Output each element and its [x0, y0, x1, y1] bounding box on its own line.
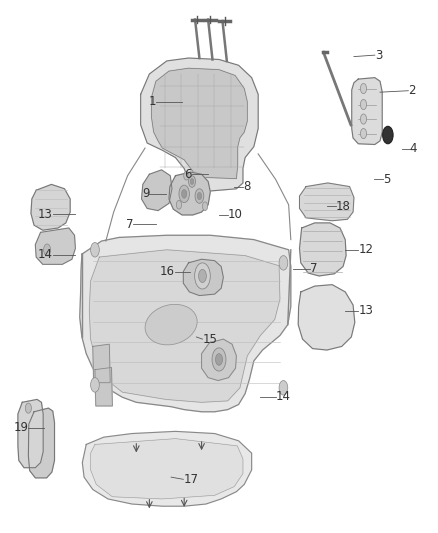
Polygon shape — [28, 408, 54, 478]
Text: 8: 8 — [244, 180, 251, 193]
Polygon shape — [298, 285, 355, 350]
Text: 14: 14 — [276, 390, 290, 403]
Polygon shape — [31, 184, 70, 230]
Circle shape — [194, 263, 210, 289]
Polygon shape — [169, 172, 210, 215]
Circle shape — [195, 189, 204, 203]
Circle shape — [91, 243, 99, 257]
Polygon shape — [82, 431, 252, 506]
Circle shape — [279, 381, 288, 395]
Polygon shape — [184, 259, 223, 296]
Text: 10: 10 — [228, 208, 243, 221]
Text: 7: 7 — [311, 262, 318, 275]
Circle shape — [360, 128, 367, 139]
Text: 19: 19 — [14, 421, 28, 434]
Text: 18: 18 — [336, 200, 350, 213]
Polygon shape — [35, 228, 75, 264]
Circle shape — [44, 244, 50, 256]
Circle shape — [202, 202, 208, 211]
Circle shape — [91, 377, 99, 392]
Ellipse shape — [145, 304, 197, 345]
Circle shape — [360, 114, 367, 124]
Text: 9: 9 — [142, 188, 149, 200]
Text: 14: 14 — [38, 248, 53, 261]
Polygon shape — [89, 250, 280, 402]
Polygon shape — [91, 439, 243, 499]
Text: 4: 4 — [410, 142, 417, 155]
Polygon shape — [201, 339, 237, 381]
Polygon shape — [300, 223, 346, 276]
Polygon shape — [141, 58, 258, 192]
Polygon shape — [93, 344, 110, 383]
Text: 1: 1 — [148, 95, 156, 108]
Circle shape — [197, 192, 201, 200]
Circle shape — [25, 403, 32, 413]
Text: 17: 17 — [184, 473, 198, 486]
Text: 5: 5 — [383, 173, 390, 186]
Circle shape — [184, 171, 189, 180]
Text: 7: 7 — [126, 218, 133, 231]
Circle shape — [177, 200, 182, 209]
Text: 13: 13 — [38, 208, 53, 221]
Circle shape — [360, 84, 367, 94]
Polygon shape — [95, 367, 113, 406]
Polygon shape — [141, 170, 172, 211]
Circle shape — [198, 269, 206, 282]
Circle shape — [182, 190, 187, 198]
Text: 13: 13 — [358, 304, 373, 317]
Circle shape — [215, 354, 223, 365]
Text: 6: 6 — [184, 168, 191, 181]
Polygon shape — [300, 183, 354, 221]
Text: 12: 12 — [358, 243, 373, 256]
Polygon shape — [152, 68, 247, 179]
Text: 3: 3 — [375, 49, 382, 62]
Text: 16: 16 — [159, 265, 175, 278]
Circle shape — [383, 126, 393, 144]
Text: 15: 15 — [202, 333, 217, 345]
Circle shape — [188, 176, 195, 187]
Polygon shape — [80, 235, 291, 412]
Circle shape — [279, 256, 288, 270]
Circle shape — [190, 179, 194, 184]
Text: 2: 2 — [408, 84, 416, 97]
Polygon shape — [352, 78, 382, 144]
Circle shape — [360, 100, 367, 110]
Circle shape — [179, 185, 189, 203]
Polygon shape — [18, 399, 43, 467]
Circle shape — [212, 348, 226, 371]
